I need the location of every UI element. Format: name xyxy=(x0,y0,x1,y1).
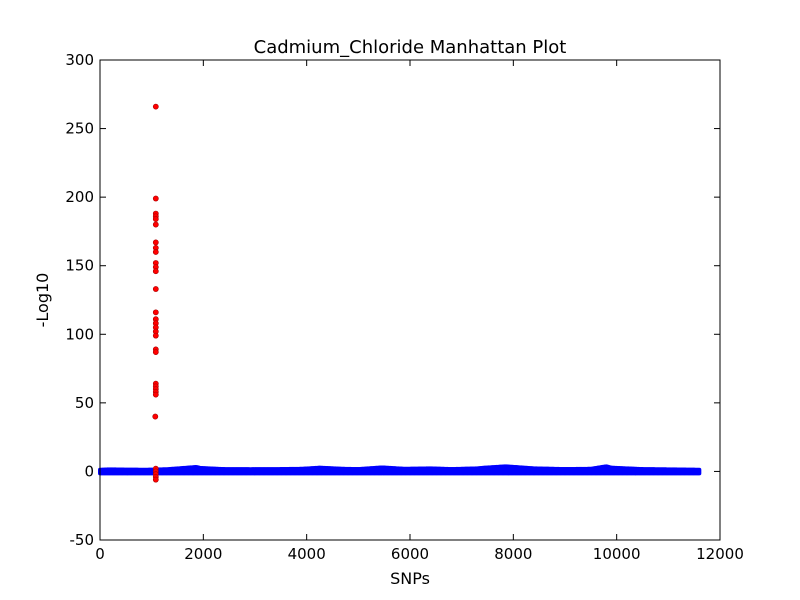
snp-point-significant xyxy=(152,239,159,246)
x-tick-label: 12000 xyxy=(696,545,744,563)
snp-point-significant xyxy=(152,332,159,339)
y-tick-label: 50 xyxy=(75,394,94,412)
y-tick-label: 200 xyxy=(65,188,94,206)
x-axis-label: SNPs xyxy=(390,569,430,588)
x-tick-label: 6000 xyxy=(391,545,429,563)
snp-point-significant xyxy=(152,195,159,202)
snp-point-significant xyxy=(152,221,159,228)
x-tick-label: 2000 xyxy=(184,545,222,563)
snp-point-significant xyxy=(152,249,159,255)
plot-frame xyxy=(99,59,721,541)
y-tick-label: 100 xyxy=(65,325,94,343)
y-tick-label: 0 xyxy=(84,462,94,480)
data-points xyxy=(98,103,702,483)
snp-point-significant xyxy=(152,216,159,222)
y-tick-label: 150 xyxy=(65,257,94,275)
snp-point-significant xyxy=(152,286,159,292)
y-tick-label: 300 xyxy=(65,51,94,69)
snp-point-significant xyxy=(152,268,159,275)
snp-point-significant xyxy=(152,309,159,316)
axis-ticks: 0 2000 4000 6000 8000 10000 12000-500501001502… xyxy=(65,51,744,563)
y-tick-label: 250 xyxy=(65,120,94,138)
snp-point-significant xyxy=(152,349,159,356)
snp-point-significant xyxy=(152,103,159,110)
x-tick-label: 10000 xyxy=(593,545,641,563)
snp-point-significant xyxy=(152,476,159,483)
x-tick-label: 4000 xyxy=(288,545,326,563)
y-axis-label: -Log10 xyxy=(33,273,52,328)
x-tick-label: 0 xyxy=(95,545,105,563)
y-tick-label: -50 xyxy=(70,531,95,549)
x-tick-label: 8000 xyxy=(494,545,532,563)
snp-point-significant xyxy=(152,391,159,398)
snp-point-significant xyxy=(152,413,159,420)
chart-title: Cadmium_Chloride Manhattan Plot xyxy=(254,37,567,58)
